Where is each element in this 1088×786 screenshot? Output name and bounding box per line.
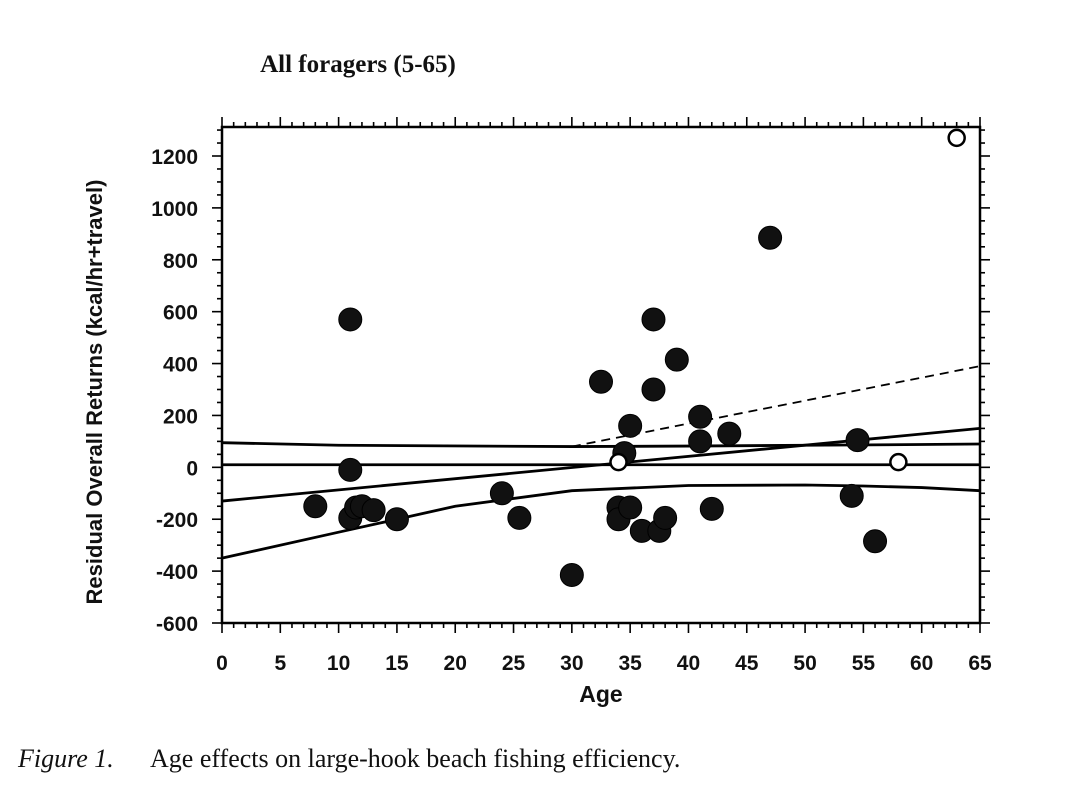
fit-line <box>221 483 981 560</box>
x-tick-label: 5 <box>274 652 286 675</box>
y-tick-label: 200 <box>163 405 198 428</box>
axis-ticks <box>212 117 990 633</box>
x-tick-label: 60 <box>910 652 933 675</box>
x-tick-label: 45 <box>735 652 759 675</box>
caption-label: Figure 1. <box>18 744 114 773</box>
x-tick-label: 65 <box>968 652 992 675</box>
open-data-point <box>609 452 628 472</box>
x-tick-labels: 0 5 10 15 20 25 30 35 40 45 50 55 60 65 <box>216 652 992 675</box>
data-point <box>559 563 584 588</box>
data-point <box>303 494 328 519</box>
data-point <box>507 505 532 530</box>
scatter-chart: All foragers (5-65) 0 5 10 15 20 25 30 35 40 45 50… <box>82 51 992 707</box>
x-tick-label: 20 <box>444 652 467 675</box>
y-tick-label: 600 <box>163 302 198 325</box>
data-point <box>758 225 783 250</box>
data-point <box>664 347 689 372</box>
caption-text: Age effects on large-hook beach fishing … <box>150 744 681 773</box>
x-tick-label: 10 <box>327 652 350 675</box>
data-point <box>338 457 363 482</box>
x-tick-label: 40 <box>677 652 700 675</box>
data-point <box>688 404 713 429</box>
x-tick-label: 25 <box>502 652 526 675</box>
data-point <box>489 481 514 506</box>
figure-caption: Figure 1. Age effects on large-hook beach… <box>18 744 680 774</box>
data-point <box>361 498 386 523</box>
y-tick-label: 1200 <box>151 146 198 169</box>
x-tick-label: 55 <box>852 652 876 675</box>
x-axis-label: Age <box>579 681 622 707</box>
x-tick-label: 0 <box>216 652 228 675</box>
y-tick-label: 1000 <box>151 198 198 221</box>
y-tick-label: -200 <box>156 509 198 532</box>
data-point <box>653 505 678 530</box>
x-tick-label: 15 <box>385 652 409 675</box>
data-point <box>589 369 613 394</box>
x-tick-label: 50 <box>793 652 816 675</box>
y-tick-label: -600 <box>156 613 198 636</box>
y-axis-label: Residual Overall Returns (kcal/hr+travel… <box>82 180 107 605</box>
plot-frame <box>220 125 982 625</box>
data-points <box>303 128 966 588</box>
y-tick-label: -400 <box>156 561 198 584</box>
data-point <box>641 377 666 402</box>
y-tick-label: 800 <box>163 250 198 273</box>
data-point <box>618 413 643 438</box>
open-data-point <box>947 128 966 148</box>
data-point <box>641 307 666 332</box>
fit-line <box>221 441 981 448</box>
fit-lines <box>221 365 981 560</box>
y-tick-labels: -600 -400 -200 0 200 400 600 800 1000 1200 <box>151 146 198 636</box>
data-point <box>338 307 363 332</box>
data-point <box>845 428 870 453</box>
y-tick-label: 0 <box>186 457 198 480</box>
y-tick-label: 400 <box>163 354 198 377</box>
data-point <box>863 529 888 554</box>
data-point <box>688 429 713 454</box>
open-data-point <box>889 452 908 472</box>
x-tick-label: 30 <box>560 652 583 675</box>
dashed-fit-line <box>571 365 981 448</box>
data-point <box>717 421 742 446</box>
data-point <box>618 495 643 520</box>
data-point <box>699 496 724 521</box>
data-point <box>839 483 864 508</box>
chart-title: All foragers (5-65) <box>260 51 456 78</box>
x-tick-label: 35 <box>618 652 642 675</box>
data-point <box>384 507 409 532</box>
